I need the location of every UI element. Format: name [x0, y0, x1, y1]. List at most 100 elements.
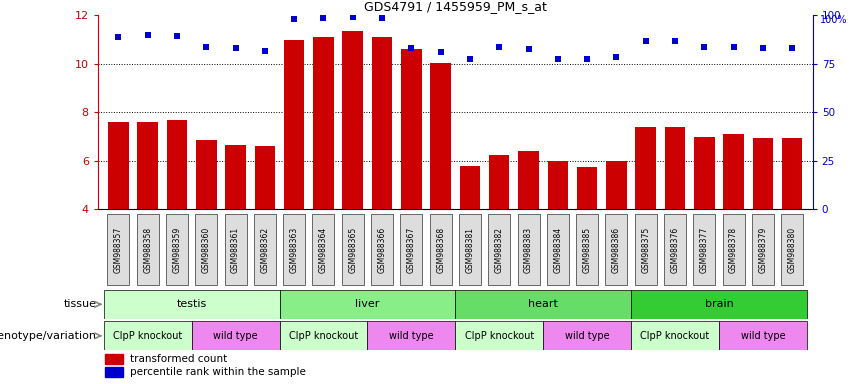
FancyBboxPatch shape	[430, 214, 452, 285]
Point	[756, 45, 769, 51]
Text: GSM988357: GSM988357	[114, 227, 123, 273]
FancyBboxPatch shape	[605, 214, 627, 285]
Point	[551, 56, 564, 62]
Point	[258, 48, 271, 54]
Point	[785, 45, 799, 51]
FancyBboxPatch shape	[137, 214, 158, 285]
Bar	[279, 321, 368, 350]
Text: GSM988363: GSM988363	[289, 227, 299, 273]
FancyBboxPatch shape	[547, 214, 568, 285]
Text: GSM988367: GSM988367	[407, 227, 416, 273]
Point	[346, 13, 360, 20]
Bar	[401, 49, 421, 209]
Text: GSM988368: GSM988368	[436, 227, 445, 273]
Text: GSM988385: GSM988385	[583, 227, 591, 273]
Text: percentile rank within the sample: percentile rank within the sample	[130, 367, 306, 377]
Text: testis: testis	[176, 299, 207, 310]
Text: 100%: 100%	[820, 15, 848, 25]
Point	[375, 15, 389, 21]
Bar	[108, 122, 129, 209]
Point	[141, 32, 155, 38]
Bar	[782, 138, 802, 209]
Bar	[254, 146, 275, 209]
Point	[111, 34, 125, 40]
Point	[288, 16, 301, 22]
Text: GSM988386: GSM988386	[612, 227, 621, 273]
Text: ClpP knockout: ClpP knockout	[641, 331, 710, 341]
Bar	[279, 290, 455, 319]
Bar	[105, 367, 123, 377]
Point	[609, 53, 623, 60]
Text: GSM988376: GSM988376	[671, 227, 679, 273]
Text: GSM988362: GSM988362	[260, 227, 270, 273]
Text: GSM988378: GSM988378	[729, 227, 738, 273]
Point	[493, 44, 506, 50]
Point	[199, 44, 213, 50]
Text: tissue: tissue	[64, 299, 96, 310]
Bar	[455, 290, 631, 319]
Bar	[191, 321, 279, 350]
FancyBboxPatch shape	[254, 214, 276, 285]
Bar	[489, 155, 510, 209]
Bar	[167, 119, 187, 209]
FancyBboxPatch shape	[752, 214, 774, 285]
Bar	[342, 31, 363, 209]
Text: ClpP knockout: ClpP knockout	[288, 331, 358, 341]
Point	[229, 45, 243, 51]
Text: GSM988365: GSM988365	[348, 227, 357, 273]
Text: GSM988366: GSM988366	[378, 227, 386, 273]
Bar	[665, 127, 685, 209]
Point	[522, 46, 535, 52]
FancyBboxPatch shape	[694, 214, 716, 285]
Point	[639, 38, 653, 44]
FancyBboxPatch shape	[488, 214, 511, 285]
Bar	[631, 290, 807, 319]
FancyBboxPatch shape	[400, 214, 422, 285]
Bar	[631, 321, 719, 350]
Bar	[104, 321, 191, 350]
Text: GSM988382: GSM988382	[494, 227, 504, 273]
FancyBboxPatch shape	[459, 214, 481, 285]
Bar	[460, 166, 480, 209]
Text: brain: brain	[705, 299, 734, 310]
Bar	[719, 321, 807, 350]
Text: GSM988360: GSM988360	[202, 227, 211, 273]
FancyBboxPatch shape	[107, 214, 129, 285]
Text: liver: liver	[355, 299, 380, 310]
Bar	[543, 321, 631, 350]
Bar	[313, 37, 334, 209]
Bar	[636, 127, 656, 209]
Bar	[104, 290, 279, 319]
FancyBboxPatch shape	[517, 214, 540, 285]
Text: ClpP knockout: ClpP knockout	[465, 331, 534, 341]
Bar	[431, 63, 451, 209]
Text: wild type: wild type	[389, 331, 434, 341]
Text: GSM988381: GSM988381	[465, 227, 475, 273]
Text: wild type: wild type	[214, 331, 258, 341]
Title: GDS4791 / 1455959_PM_s_at: GDS4791 / 1455959_PM_s_at	[364, 0, 546, 13]
FancyBboxPatch shape	[195, 214, 217, 285]
Text: GSM988361: GSM988361	[231, 227, 240, 273]
Text: GSM988358: GSM988358	[143, 227, 152, 273]
Bar	[606, 161, 626, 209]
FancyBboxPatch shape	[371, 214, 393, 285]
Text: GSM988383: GSM988383	[524, 227, 533, 273]
Bar	[137, 122, 158, 209]
Bar	[723, 134, 744, 209]
Point	[698, 44, 711, 50]
Bar	[547, 161, 568, 209]
FancyBboxPatch shape	[635, 214, 657, 285]
FancyBboxPatch shape	[342, 214, 363, 285]
FancyBboxPatch shape	[166, 214, 188, 285]
Bar	[105, 354, 123, 364]
Point	[434, 49, 448, 55]
Point	[668, 38, 682, 44]
Text: GSM988364: GSM988364	[319, 227, 328, 273]
Text: GSM988377: GSM988377	[700, 227, 709, 273]
Text: GSM988375: GSM988375	[641, 227, 650, 273]
Bar	[196, 140, 216, 209]
Bar	[372, 37, 392, 209]
FancyBboxPatch shape	[283, 214, 306, 285]
FancyBboxPatch shape	[664, 214, 686, 285]
Point	[580, 56, 594, 62]
